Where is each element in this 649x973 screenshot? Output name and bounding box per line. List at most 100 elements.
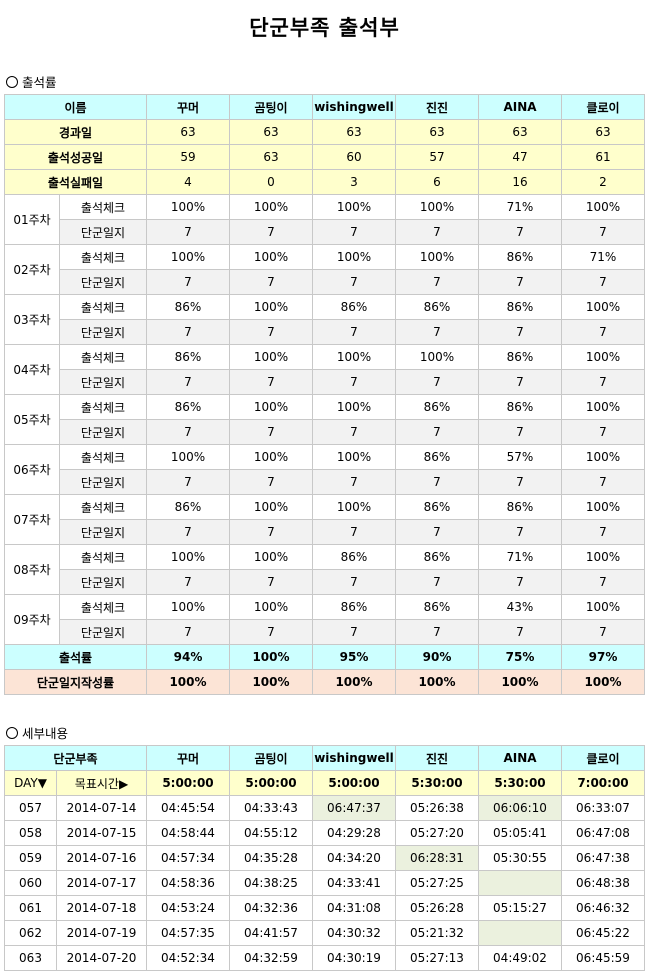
section-details-heading: 세부내용	[6, 723, 68, 742]
summary-row: 경과일 63 63 63 63 63 63	[4, 119, 645, 145]
diary-value: 7	[312, 519, 396, 545]
week-check-row: 05주차 출석체크 86% 100% 100% 86% 86% 100%	[4, 394, 645, 445]
check-value: 86%	[478, 344, 562, 370]
diary-value: 7	[561, 469, 645, 495]
check-value: 100%	[229, 194, 313, 220]
diary-label: 단군일지	[59, 369, 147, 395]
week-check-row: 08주차 출석체크 100% 100% 86% 86% 71% 100%	[4, 544, 645, 595]
summary-row: 출석실패일 4 0 3 6 16 2	[4, 169, 645, 195]
target-time: 5:00:00	[312, 770, 396, 796]
wake-time: 06:47:38	[561, 845, 645, 871]
day-number: 057	[4, 795, 57, 821]
diary-value: 7	[146, 369, 230, 395]
wake-time: 05:15:27	[478, 895, 562, 921]
diary-value: 7	[561, 269, 645, 295]
target-time: 5:00:00	[146, 770, 230, 796]
week-label: 03주차	[4, 294, 60, 345]
target-time: 5:30:00	[478, 770, 562, 796]
check-value: 100%	[561, 444, 645, 470]
check-label: 출석체크	[59, 394, 147, 420]
check-value: 100%	[561, 194, 645, 220]
member-name-header: AINA	[478, 94, 562, 120]
summary-value: 4	[146, 169, 230, 195]
diary-value: 7	[478, 569, 562, 595]
wake-time	[478, 920, 562, 946]
date: 2014-07-20	[56, 945, 147, 971]
day-number: 062	[4, 920, 57, 946]
diary-label: 단군일지	[59, 419, 147, 445]
detail-row: 060 2014-07-17 04:58:36 04:38:25 04:33:41 05:…	[4, 870, 645, 896]
member-name-header: AINA	[478, 745, 562, 771]
check-value: 100%	[146, 444, 230, 470]
check-value: 100%	[395, 244, 479, 270]
wake-time: 06:45:59	[561, 945, 645, 971]
diary-value: 7	[561, 369, 645, 395]
diary-label: 단군일지	[59, 319, 147, 345]
diary-value: 7	[229, 469, 313, 495]
summary-value: 63	[478, 119, 562, 145]
check-value: 100%	[312, 244, 396, 270]
check-value: 71%	[478, 544, 562, 570]
member-name-header: 곰팅이	[229, 745, 313, 771]
wake-time: 06:46:32	[561, 895, 645, 921]
detail-row: 063 2014-07-20 04:52:34 04:32:59 04:30:19 05:…	[4, 945, 645, 971]
check-value: 86%	[312, 594, 396, 620]
check-value: 100%	[561, 494, 645, 520]
summary-value: 63	[561, 119, 645, 145]
check-label: 출석체크	[59, 344, 147, 370]
wake-time: 04:31:08	[312, 895, 396, 921]
wake-time: 04:58:36	[146, 870, 230, 896]
wake-time: 04:55:12	[229, 820, 313, 846]
diary-value: 7	[312, 569, 396, 595]
wake-time: 05:26:38	[395, 795, 479, 821]
section-attendance-heading: 출석률	[6, 72, 57, 91]
diary-value: 7	[395, 369, 479, 395]
diary-label: 단군일지	[59, 619, 147, 645]
diary-value: 7	[312, 219, 396, 245]
check-value: 100%	[395, 194, 479, 220]
section-details-label: 세부내용	[22, 726, 69, 741]
check-value: 86%	[395, 494, 479, 520]
summary-value: 61	[561, 144, 645, 170]
check-value: 100%	[229, 344, 313, 370]
diary-value: 7	[229, 619, 313, 645]
wake-time: 06:48:38	[561, 870, 645, 896]
check-value: 100%	[229, 294, 313, 320]
page-title: 단군부족 출석부	[249, 16, 400, 40]
diary-value: 7	[312, 469, 396, 495]
wake-time: 05:21:32	[395, 920, 479, 946]
wake-time: 06:06:10	[478, 795, 562, 821]
diary-rate-value: 100%	[561, 669, 645, 695]
diary-value: 7	[312, 419, 396, 445]
diary-value: 7	[395, 519, 479, 545]
check-value: 86%	[146, 494, 230, 520]
check-value: 100%	[229, 544, 313, 570]
check-value: 100%	[229, 444, 313, 470]
diary-value: 7	[312, 619, 396, 645]
wake-time: 05:26:28	[395, 895, 479, 921]
day-number: 058	[4, 820, 57, 846]
check-value: 86%	[478, 294, 562, 320]
week-label: 09주차	[4, 594, 60, 645]
week-diary-row: 단군일지 7 7 7 7 7 7	[5, 219, 645, 245]
diary-label: 단군일지	[59, 469, 147, 495]
check-value: 100%	[229, 494, 313, 520]
diary-value: 7	[395, 569, 479, 595]
check-value: 86%	[395, 444, 479, 470]
summary-label: 출석실패일	[4, 169, 147, 195]
target-time: 5:30:00	[395, 770, 479, 796]
diary-rate-label: 단군일지작성률	[4, 669, 147, 695]
wake-time: 06:28:31	[395, 845, 479, 871]
summary-value: 16	[478, 169, 562, 195]
check-value: 100%	[312, 494, 396, 520]
detail-row: 057 2014-07-14 04:45:54 04:33:43 06:47:37 05:…	[4, 795, 645, 821]
week-check-row: 02주차 출석체크 100% 100% 100% 100% 86% 71%	[4, 244, 645, 295]
check-value: 100%	[561, 294, 645, 320]
diary-label: 단군일지	[59, 219, 147, 245]
check-value: 86%	[395, 544, 479, 570]
check-value: 100%	[146, 544, 230, 570]
week-label: 08주차	[4, 544, 60, 595]
wake-time: 04:32:36	[229, 895, 313, 921]
wake-time: 06:45:22	[561, 920, 645, 946]
week-label: 05주차	[4, 394, 60, 445]
